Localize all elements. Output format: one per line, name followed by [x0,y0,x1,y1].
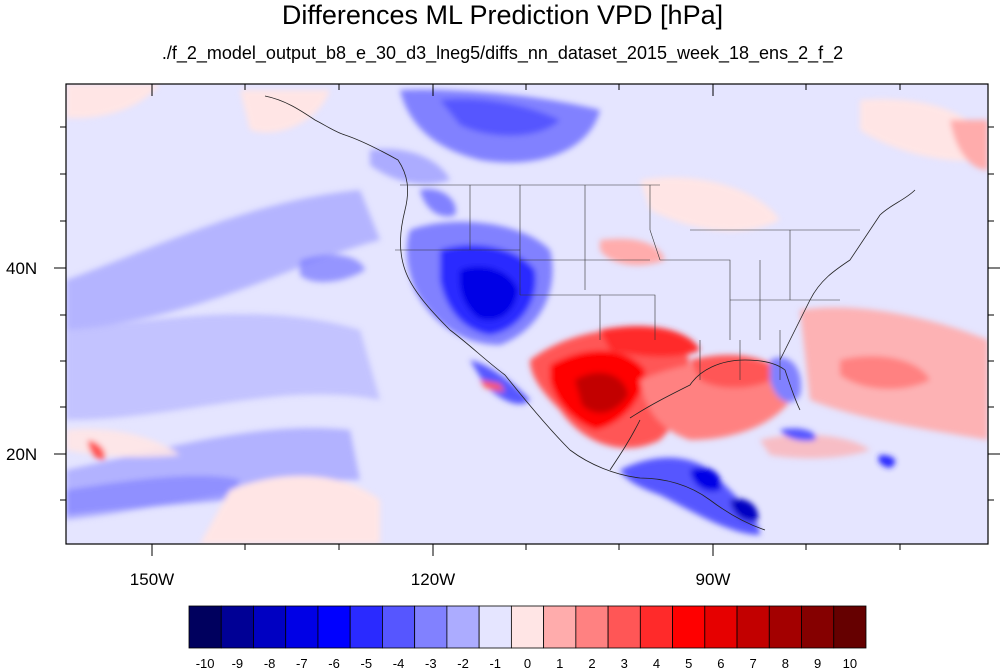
lon-label-90w: 90W [695,570,731,589]
colorbar-swatch [607,605,641,649]
map-subtitle: ./f_2_model_output_b8_e_30_d3_lneg5/diff… [161,43,844,63]
colorbar-label: 3 [620,656,628,671]
colorbar-swatch [833,605,867,649]
colorbar-swatch [253,605,287,649]
colorbar-label: -3 [425,656,437,671]
colorbar-swatch [704,605,738,649]
colorbar-label: -9 [231,656,244,671]
colorbar-swatch [543,605,577,649]
colorbar-swatch [317,605,351,649]
colorbar-label: -2 [457,656,469,671]
colorbar-label: 6 [717,656,725,671]
colorbar-swatch [672,605,706,649]
colorbar-label: -4 [392,656,405,671]
colorbar-swatch [414,605,448,649]
lon-label-120w: 120W [410,570,456,589]
lon-label-150w: 150W [129,570,175,589]
lat-label-20n: 20N [6,445,38,464]
colorbar-label: 9 [814,656,822,671]
colorbar-swatch [382,605,416,649]
colorbar-label: -6 [328,656,340,671]
colorbar-swatch [801,605,835,649]
colorbar-swatch [188,605,222,649]
colorbar-label: -5 [360,656,373,671]
lat-label-40n: 40N [6,259,38,278]
colorbar-label: 2 [588,656,596,671]
colorbar-swatch [575,605,609,649]
anomaly-field [66,84,988,544]
colorbar-swatch [510,605,545,649]
colorbar-swatch [285,605,319,649]
colorbar-label: 10 [842,656,858,671]
colorbar-label: -1 [489,656,502,671]
colorbar-label: 0 [523,656,532,671]
colorbar-label: 1 [556,656,564,671]
colorbar-label: 5 [685,656,693,671]
colorbar-label: 7 [749,656,757,671]
map-title: Differences ML Prediction VPD [hPa] [281,0,724,30]
colorbar-swatch [639,605,673,649]
colorbar-label: -10 [195,656,215,671]
map-ticks [54,84,1000,556]
colorbar-swatch [768,605,802,649]
colorbar-swatch [220,605,254,649]
colorbar-label: 4 [652,656,661,671]
coastlines [264,95,916,531]
colorbar-label: -7 [296,656,308,671]
state-borders [395,184,860,380]
colorbar-swatch [736,605,770,649]
colorbar-swatch [349,605,383,649]
colorbar-swatch [446,605,480,649]
colorbar-label: 8 [781,656,789,671]
colorbar-label: -8 [263,656,276,671]
colorbar-swatch [478,605,512,649]
map-frame [65,83,989,545]
